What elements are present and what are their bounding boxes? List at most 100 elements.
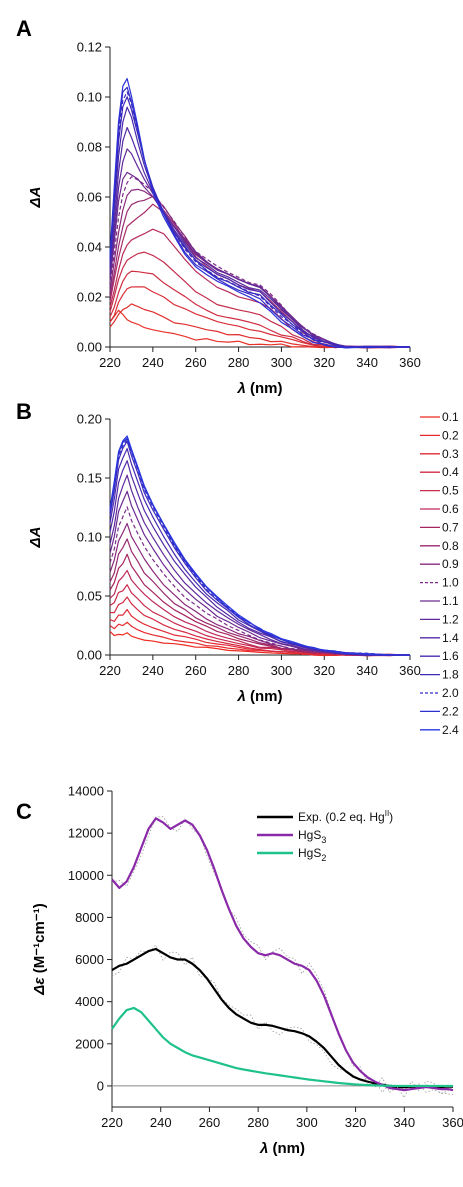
- x-axis-symbol: λ: [236, 380, 245, 397]
- x-tick-label: 320: [313, 663, 335, 678]
- x-tick-label: 260: [185, 663, 207, 678]
- legend-label: 1.4: [442, 631, 459, 645]
- x-axis-symbol: λ: [236, 688, 245, 705]
- y-tick-label: 0.10: [77, 530, 102, 545]
- legend-label: 0.6: [442, 502, 459, 516]
- chart-c: C 220 240 260 280 300 320 340 360 0 2000 4000 6000 80…: [16, 784, 463, 1158]
- x-tick-label: 280: [228, 663, 250, 678]
- x-tick-label: 360: [442, 1115, 463, 1130]
- series-line-18: [109, 435, 411, 656]
- x-axis-unit: (nm): [268, 1140, 305, 1157]
- y-tick-label: 0.10: [77, 90, 102, 105]
- legend-label-tail: ): [389, 810, 393, 824]
- legend-label: 0.2: [442, 428, 459, 442]
- legend-label-base: HgS: [298, 828, 321, 842]
- panel-letter: A: [16, 16, 32, 41]
- series-line-4: [109, 596, 411, 657]
- x-axis-title: λ (nm): [236, 688, 282, 705]
- x-axis-unit: (nm): [246, 380, 283, 397]
- x-tick-label: 220: [99, 355, 121, 370]
- legend-label: HgS2: [298, 846, 326, 863]
- panel-letter: B: [16, 399, 32, 424]
- chart-b: B 220 240 260 280 300 320 340 360 0.00 0.05 0.10 0.1…: [16, 399, 459, 737]
- x-tick-label: 220: [99, 663, 121, 678]
- y-tick-label: 0.20: [77, 412, 102, 427]
- legend-label: 1.8: [442, 668, 459, 682]
- series-line-2: [109, 621, 411, 657]
- axes: 220 240 260 280 300 320 340 360 0.00 0.02 0.04 0.06…: [77, 40, 421, 371]
- series-group: [111, 816, 454, 1099]
- x-tick-label: 360: [399, 663, 421, 678]
- series-line-3: [111, 1006, 453, 1088]
- x-tick-label: 260: [185, 355, 207, 370]
- legend-label: 1.0: [442, 576, 459, 590]
- x-tick-label: 240: [142, 663, 164, 678]
- x-tick-label: 320: [345, 1115, 367, 1130]
- x-tick-label: 240: [142, 355, 164, 370]
- x-tick-label: 340: [356, 355, 378, 370]
- series-group: [109, 435, 411, 657]
- y-tick-label: 0.06: [77, 190, 102, 205]
- y-tick-label: 0.12: [77, 40, 102, 55]
- series-line-15: [109, 96, 411, 348]
- y-axis-unit: (M⁻¹cm⁻¹): [31, 903, 48, 977]
- legend-label: 1.1: [442, 594, 459, 608]
- legend-label-sub: 2: [321, 853, 326, 863]
- x-tick-label: 280: [228, 355, 250, 370]
- legend-label: 2.0: [442, 686, 459, 700]
- legend-label: 2.2: [442, 704, 459, 718]
- series-line-12: [109, 148, 411, 349]
- y-axis-title: ΔA: [27, 527, 44, 549]
- x-tick-label: 260: [199, 1115, 221, 1130]
- x-tick-label: 240: [150, 1115, 172, 1130]
- y-tick-label: 14000: [68, 784, 104, 799]
- legend-label-base: HgS: [298, 846, 321, 860]
- x-tick-label: 340: [393, 1115, 415, 1130]
- y-axis-title: Δε (M⁻¹cm⁻¹): [31, 903, 48, 995]
- x-tick-label: 300: [271, 663, 293, 678]
- legend-label-sub: 3: [321, 835, 326, 845]
- series-group: [109, 78, 411, 349]
- y-tick-label: 10000: [68, 868, 104, 883]
- x-tick-label: 300: [271, 355, 293, 370]
- x-axis-symbol: λ: [259, 1140, 268, 1157]
- axes: 220 240 260 280 300 320 340 360 0 2000 4000 6000 800…: [68, 784, 463, 1131]
- series-line-1: [109, 630, 411, 657]
- series-line-17: [109, 437, 411, 656]
- legend-b: 0.1 0.2 0.3 0.4 0.5 0.6 0.7 0.8 0.9 1.0 1.1 1.2 1.4 1…: [420, 410, 459, 737]
- x-axis-title: λ (nm): [259, 1140, 305, 1157]
- series-line-5: [109, 251, 411, 348]
- y-tick-label: 2000: [75, 1036, 104, 1051]
- chart-a: A 220 240 260 280 300 320 340 360 0.00 0.02 0.04 0.0…: [16, 16, 421, 397]
- series-line-9: [109, 188, 411, 349]
- series-line-16: [109, 438, 411, 656]
- series-line-10: [109, 506, 411, 657]
- y-tick-label: 0.15: [77, 471, 102, 486]
- legend-label: 0.5: [442, 484, 459, 498]
- legend-label: 2.4: [442, 723, 459, 737]
- series-line-15: [109, 440, 411, 656]
- legend-label: 0.7: [442, 520, 459, 534]
- series-line-3: [109, 286, 411, 349]
- series-line-14: [109, 106, 411, 349]
- raw-data-line: [111, 944, 454, 1095]
- series-line-13: [109, 460, 411, 656]
- x-tick-label: 220: [101, 1115, 123, 1130]
- legend-label: 1.6: [442, 649, 459, 663]
- y-tick-label: 0.08: [77, 140, 102, 155]
- y-tick-label: 0: [97, 1078, 104, 1093]
- y-tick-label: 0.02: [77, 290, 102, 305]
- legend-label: 0.3: [442, 447, 459, 461]
- series-line-2: [111, 817, 454, 1092]
- legend-label-sup: II: [385, 809, 389, 818]
- series-line-1: [109, 309, 411, 349]
- y-tick-label: 0.04: [77, 240, 102, 255]
- y-tick-label: 8000: [75, 910, 104, 925]
- legend-label: 0.1: [442, 410, 459, 424]
- x-tick-label: 280: [247, 1115, 269, 1130]
- legend-label: Exp. (0.2 eq. HgII): [298, 809, 393, 824]
- series-line-18: [109, 78, 411, 349]
- legend-label: 0.8: [442, 539, 459, 553]
- x-tick-label: 320: [313, 355, 335, 370]
- y-tick-label: 4000: [75, 994, 104, 1009]
